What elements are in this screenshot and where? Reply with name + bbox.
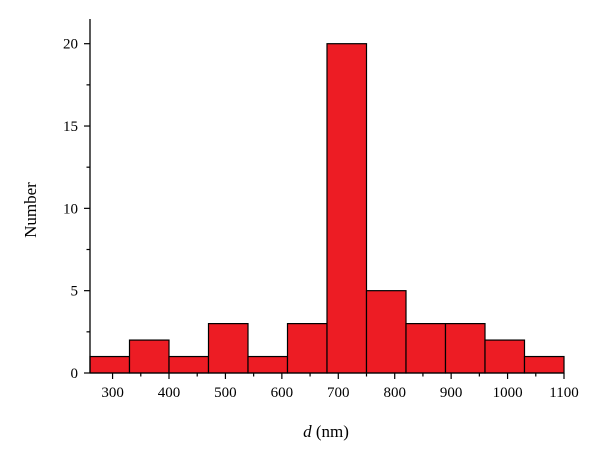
x-tick-label: 700 [327,385,350,401]
y-axis-title: Number [21,182,40,238]
bar-260-330 [89,355,131,374]
x-axis-variable: d [303,422,312,441]
bar-470-540 [207,323,249,374]
bar-540-610 [247,355,289,374]
y-tick-label: 15 [63,119,78,135]
y-tick-label: 20 [63,37,78,53]
bar-750-820 [365,290,407,374]
x-tick-label: 800 [383,385,406,401]
x-axis-title: d (nm) [303,422,349,441]
x-tick-label: 300 [101,385,124,401]
bar-820-890 [405,323,447,374]
bar-330-400 [128,339,170,374]
bar-400-470 [168,355,210,374]
x-axis-unit: (nm) [312,422,349,441]
y-tick-label: 10 [63,201,78,217]
x-tick-label: 1100 [549,385,578,401]
bar-610-680 [286,323,328,374]
bar-960-1030 [484,339,526,374]
y-tick-label: 5 [71,284,79,300]
x-tick-label: 1000 [493,385,523,401]
x-tick-label: 900 [440,385,463,401]
bar-680-750 [326,43,368,374]
bar-1030-1100 [523,355,565,374]
x-tick-label: 500 [214,385,237,401]
y-tick-label: 0 [71,366,79,382]
x-tick-label: 600 [271,385,294,401]
ticks-group: 300 400 500 600 700 800 900 1000 1100 0 5 10 15 20 [63,37,579,401]
bars-group [89,43,565,374]
x-tick-label: 400 [158,385,181,401]
bar-890-960 [444,323,486,374]
